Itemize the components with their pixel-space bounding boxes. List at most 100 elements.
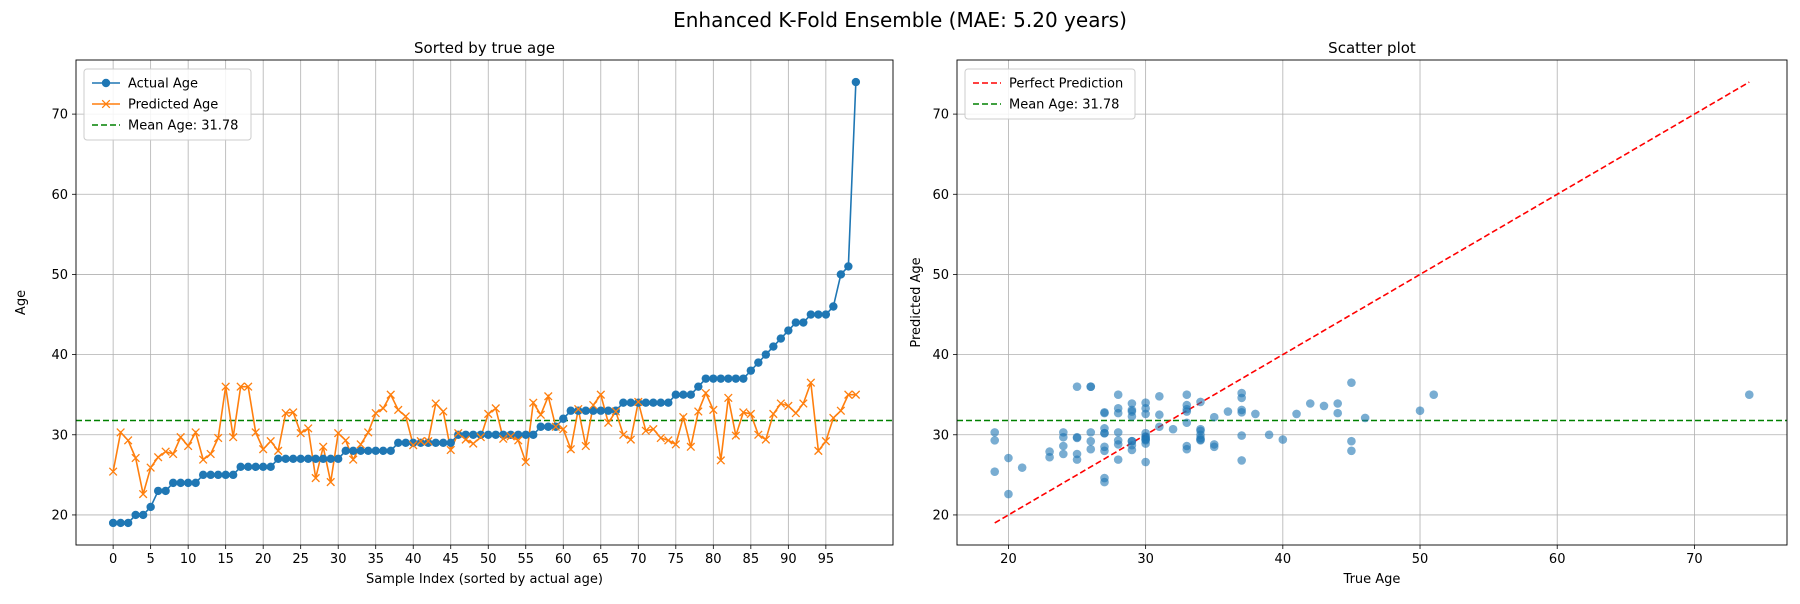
- actual-age-point: [206, 470, 215, 480]
- predicted-age-point: [288, 408, 298, 417]
- actual-age-point: [709, 374, 718, 383]
- scatter-point: [990, 428, 1000, 437]
- actual-age-point: [649, 398, 658, 407]
- predicted-age-point: [521, 457, 531, 467]
- panel-1-ytick-label: 30: [51, 428, 68, 443]
- predicted-age-point: [806, 378, 816, 387]
- scatter-point: [1127, 407, 1137, 416]
- actual-age-point: [799, 318, 808, 327]
- actual-age-point: [168, 478, 178, 488]
- predicted-age-point: [611, 407, 621, 416]
- scatter-point: [1127, 436, 1137, 446]
- scatter-point: [1086, 444, 1096, 454]
- panel-2-ytick-label: 20: [932, 508, 949, 523]
- actual-age-point: [656, 398, 666, 407]
- actual-age-point: [679, 390, 688, 399]
- predicted-age-point: [619, 430, 628, 440]
- actual-age-point: [236, 462, 245, 472]
- predicted-age-point: [799, 399, 808, 408]
- actual-age-point: [213, 470, 223, 480]
- actual-age-point: [596, 406, 605, 415]
- scatter-point: [1045, 447, 1054, 456]
- panel-2-axes-frame: [956, 59, 1788, 546]
- scatter-point: [1237, 408, 1246, 417]
- actual-age-point: [529, 430, 538, 439]
- actual-age-point: [851, 77, 861, 87]
- scatter-point: [1086, 428, 1096, 437]
- actual-age-point: [491, 430, 500, 439]
- scatter-point: [1182, 400, 1192, 410]
- scatter-point: [1360, 413, 1370, 423]
- scatter-point: [1196, 436, 1205, 445]
- actual-age-point: [161, 486, 170, 496]
- actual-age-point: [739, 374, 748, 383]
- panel-2-xlabel: True Age: [1343, 572, 1401, 587]
- scatter-point: [1004, 489, 1013, 499]
- actual-age-point: [439, 438, 448, 447]
- predicted-age-point: [236, 382, 245, 391]
- panel-1-xtick-label: 40: [405, 552, 422, 567]
- actual-age-point: [191, 478, 200, 488]
- actual-age-point: [581, 406, 590, 415]
- scatter-point: [1333, 399, 1343, 408]
- panel-1-ytick-label: 70: [51, 108, 68, 123]
- predicted-age-point: [694, 407, 703, 416]
- predicted-age-point: [791, 408, 801, 418]
- panel-1-xtick-label: 20: [255, 552, 272, 567]
- actual-age-point: [138, 510, 148, 520]
- actual-age-point: [821, 310, 831, 319]
- predicted-age-point: [671, 440, 681, 449]
- actual-age-point: [731, 374, 741, 383]
- actual-age-point: [108, 518, 118, 528]
- predicted-age-point: [168, 449, 178, 459]
- actual-age-point: [806, 310, 816, 319]
- scatter-point: [1196, 424, 1205, 434]
- actual-age-point: [514, 430, 523, 439]
- panel-1-xtick-label: 30: [330, 552, 347, 567]
- actual-age-point: [814, 310, 823, 319]
- predicted-age-point: [626, 435, 636, 444]
- predicted-age-point: [634, 397, 643, 407]
- panel-1-xtick-label: 50: [480, 552, 497, 567]
- predicted-age-point: [258, 444, 268, 454]
- scatter-point: [1100, 477, 1109, 487]
- predicted-age-point: [716, 456, 726, 465]
- predicted-age-point: [348, 455, 358, 464]
- panel-2-ylabel: Predicted Age: [909, 257, 924, 347]
- scatter-point: [1100, 428, 1109, 438]
- predicted-age-point: [438, 407, 448, 416]
- actual-age-point: [754, 358, 763, 367]
- predicted-age-point: [529, 398, 538, 407]
- scatter-point: [1127, 399, 1137, 408]
- panel-1-xtick-label: 35: [367, 552, 384, 567]
- panel-1-xtick-label: 70: [630, 552, 647, 567]
- predicted-age-point: [664, 436, 673, 445]
- scatter-point: [1155, 391, 1164, 401]
- predicted-age-point: [498, 434, 508, 444]
- scatter-point: [1237, 431, 1246, 440]
- actual-age-point: [386, 446, 395, 456]
- panel-1-ytick-label: 40: [51, 348, 68, 363]
- actual-age-point: [574, 406, 583, 415]
- actual-age-point: [409, 438, 418, 447]
- panel-1-ylabel: Age: [14, 290, 29, 315]
- predicted-age-point: [318, 442, 328, 452]
- actual-age-point: [228, 470, 238, 480]
- predicted-age-point: [446, 445, 455, 455]
- panel-1-xtick-label: 65: [593, 552, 610, 567]
- panel-1-xtick-label: 15: [217, 552, 234, 567]
- predicted-age-point: [649, 424, 658, 434]
- panel-1-xlabel: Sample Index (sorted by actual age): [366, 572, 603, 587]
- actual-age-point: [769, 342, 778, 351]
- predicted-age-point: [423, 436, 433, 446]
- actual-age-point: [303, 454, 313, 464]
- predicted-age-point: [221, 382, 230, 391]
- predicted-age-point: [146, 463, 155, 472]
- panel-2-legend-box: [964, 68, 1136, 120]
- predicted-age-point: [386, 390, 395, 399]
- predicted-age-point: [559, 424, 568, 434]
- scatter-point: [1182, 407, 1192, 416]
- panel-1-xtick-label: 5: [147, 552, 155, 567]
- panel-2-ytick-label: 60: [932, 188, 949, 203]
